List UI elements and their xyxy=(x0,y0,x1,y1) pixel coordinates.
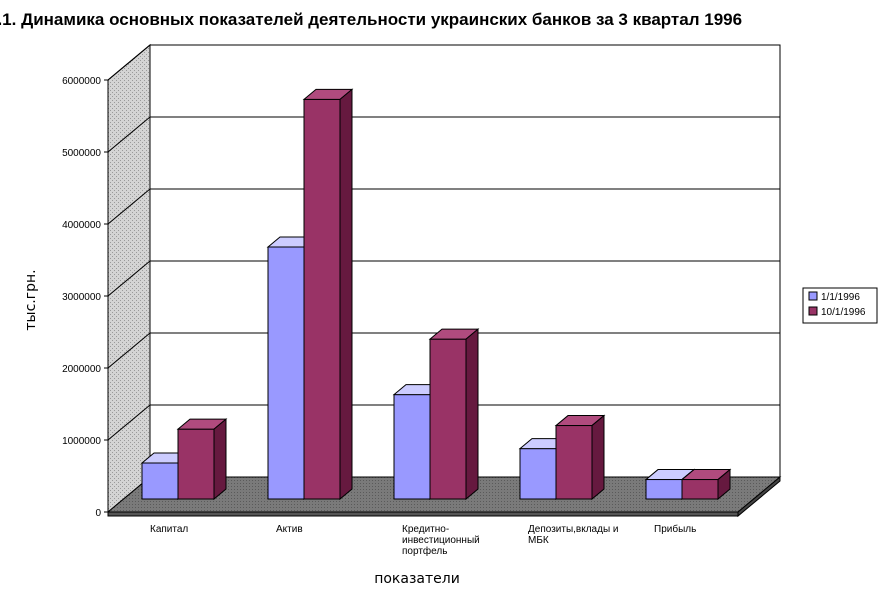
y-tick-label: 1000000 xyxy=(62,436,101,447)
x-category-label: Депозиты,вклады и МБК xyxy=(528,524,619,546)
x-category-label-line: МБК xyxy=(528,535,549,546)
bar-front xyxy=(681,479,719,500)
gridline-side xyxy=(107,188,151,225)
x-category-label: Прибыль xyxy=(654,523,696,535)
bar-front xyxy=(645,479,683,500)
y-tick-label: 2000000 xyxy=(62,364,101,375)
chart-bars xyxy=(140,88,732,501)
y-axis: 0 1000000 2000000 3000000 4000000 5000000 6000… xyxy=(62,76,109,519)
x-category-label: Актив xyxy=(276,524,303,535)
floor-edge xyxy=(107,511,739,517)
y-tick-label: 0 xyxy=(95,508,101,519)
legend-swatch xyxy=(808,291,818,301)
y-tick-label: 3000000 xyxy=(62,292,101,303)
bar-front xyxy=(429,338,467,500)
gridline-side xyxy=(107,332,151,369)
bar xyxy=(176,418,228,501)
chart-title: 1.1. Динамика основных показателей деяте… xyxy=(0,10,743,29)
x-category-label: Кредитно-инвестиционный портфель xyxy=(402,524,480,557)
gridline-side xyxy=(107,44,151,81)
y-tick-label: 4000000 xyxy=(62,220,101,231)
x-category-label-line: портфель xyxy=(402,545,447,557)
bar-front xyxy=(303,98,341,500)
x-category-label: Капитал xyxy=(150,524,188,535)
bar-front xyxy=(393,394,431,500)
gridline-side xyxy=(107,116,151,153)
bar-side xyxy=(591,414,605,501)
floor-edge-side xyxy=(737,475,781,518)
x-category-label-line: Кредитно- xyxy=(402,524,449,535)
bar xyxy=(428,328,480,501)
x-axis-title: показатели xyxy=(374,571,460,587)
legend-swatch xyxy=(808,306,818,316)
legend-label: 10/1/1996 xyxy=(821,307,866,318)
y-axis-title: тыс.грн. xyxy=(23,269,39,330)
gridline-side xyxy=(107,260,151,297)
bar xyxy=(554,414,606,501)
bar xyxy=(680,468,732,501)
y-tick-label: 6000000 xyxy=(62,76,101,87)
x-category-label-line: инвестиционный xyxy=(402,535,480,546)
bar-side xyxy=(717,468,731,501)
bar-side xyxy=(213,418,227,501)
bar-front xyxy=(267,246,305,500)
legend: 1/1/1996 10/1/1996 xyxy=(802,287,878,324)
x-category-label-line: Прибыль xyxy=(654,523,696,535)
x-category-label-line: Депозиты,вклады и xyxy=(528,524,619,535)
x-category-label-line: Капитал xyxy=(150,524,188,535)
legend-label: 1/1/1996 xyxy=(821,292,860,303)
bar-front xyxy=(141,462,179,500)
x-axis: Капитал Актив Кредитно-инвестиционный портф… xyxy=(150,523,696,557)
gridline-side xyxy=(107,404,151,441)
bar-side xyxy=(339,88,353,501)
bar-front xyxy=(519,448,557,500)
bar-front xyxy=(177,428,215,500)
y-tick-label: 5000000 xyxy=(62,148,101,159)
bar xyxy=(302,88,354,501)
bar-side xyxy=(465,328,479,501)
x-category-label-line: Актив xyxy=(276,524,303,535)
bar-front xyxy=(555,425,593,500)
chart-walls xyxy=(106,43,782,518)
